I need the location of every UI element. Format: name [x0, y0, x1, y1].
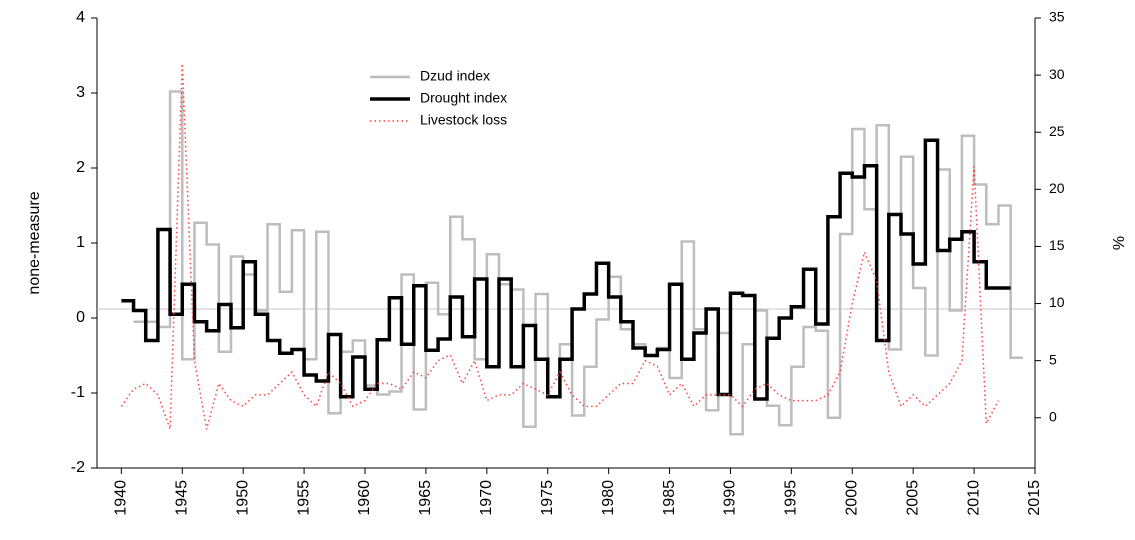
y2-axis-title: % — [1111, 236, 1128, 250]
series-line — [120, 63, 1000, 430]
y-tick-label: 0 — [76, 309, 85, 326]
series-line — [121, 138, 1011, 401]
legend-label: Livestock loss — [420, 112, 507, 128]
y-axis-title: none-measure — [26, 191, 43, 294]
x-tick-label: 1945 — [173, 480, 190, 516]
x-tick-label: 1995 — [783, 480, 800, 516]
y-tick-label: 3 — [76, 84, 85, 101]
y2-tick-label: 5 — [1049, 351, 1057, 367]
y2-tick-label: 15 — [1049, 237, 1065, 253]
x-tick-label: 1980 — [600, 480, 617, 516]
x-tick-label: 2010 — [965, 480, 982, 516]
y-tick-label: 1 — [76, 234, 85, 251]
x-tick-label: 1960 — [356, 480, 373, 516]
y2-tick-label: 35 — [1049, 9, 1065, 25]
y2-tick-label: 30 — [1049, 66, 1065, 82]
y-tick-label: 2 — [76, 159, 85, 176]
legend-label: Drought index — [420, 90, 507, 106]
y-tick-label: -2 — [71, 459, 85, 476]
x-tick-label: 1985 — [661, 480, 678, 516]
x-tick-label: 2000 — [843, 480, 860, 516]
y2-tick-label: 20 — [1049, 180, 1065, 196]
x-tick-label: 2015 — [1026, 480, 1043, 516]
y2-tick-label: 25 — [1049, 123, 1065, 139]
x-tick-label: 1940 — [113, 480, 130, 516]
y-tick-label: 4 — [76, 9, 85, 26]
x-tick-label: 1965 — [417, 480, 434, 516]
y2-tick-label: 10 — [1049, 294, 1065, 310]
x-tick-label: 1955 — [295, 480, 312, 516]
x-tick-label: 1975 — [539, 480, 556, 516]
x-tick-label: 2005 — [904, 480, 921, 516]
y2-tick-label: 0 — [1049, 408, 1057, 424]
x-tick-label: 1990 — [722, 480, 739, 516]
y-tick-label: -1 — [71, 384, 85, 401]
x-tick-label: 1970 — [478, 480, 495, 516]
legend-label: Dzud index — [420, 68, 490, 84]
x-tick-label: 1950 — [234, 480, 251, 516]
